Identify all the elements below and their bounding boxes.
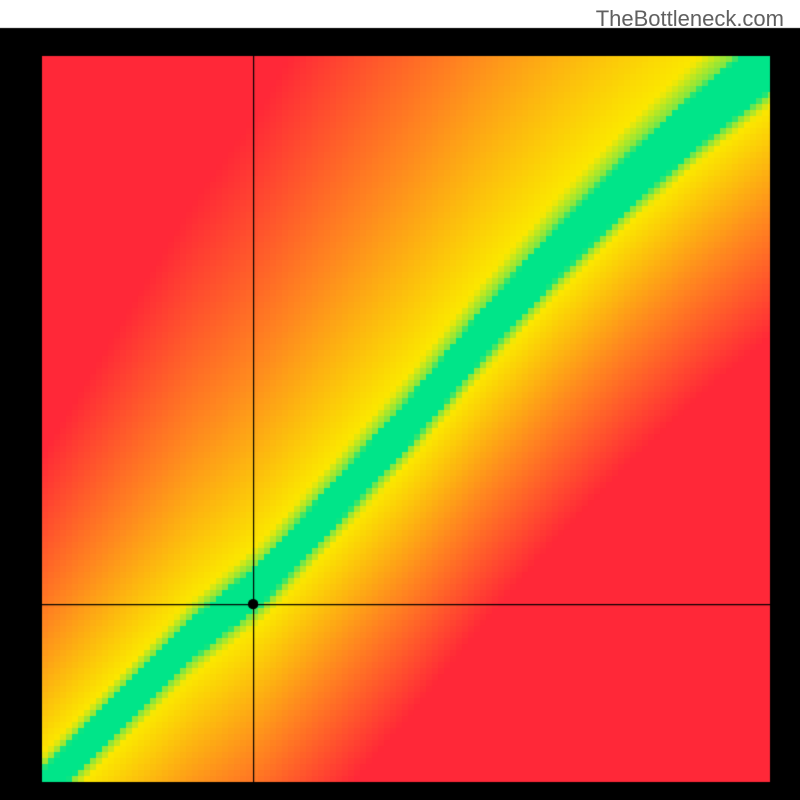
- watermark-text: TheBottleneck.com: [596, 6, 784, 32]
- chart-container: TheBottleneck.com: [0, 0, 800, 800]
- bottleneck-heatmap: [0, 0, 800, 800]
